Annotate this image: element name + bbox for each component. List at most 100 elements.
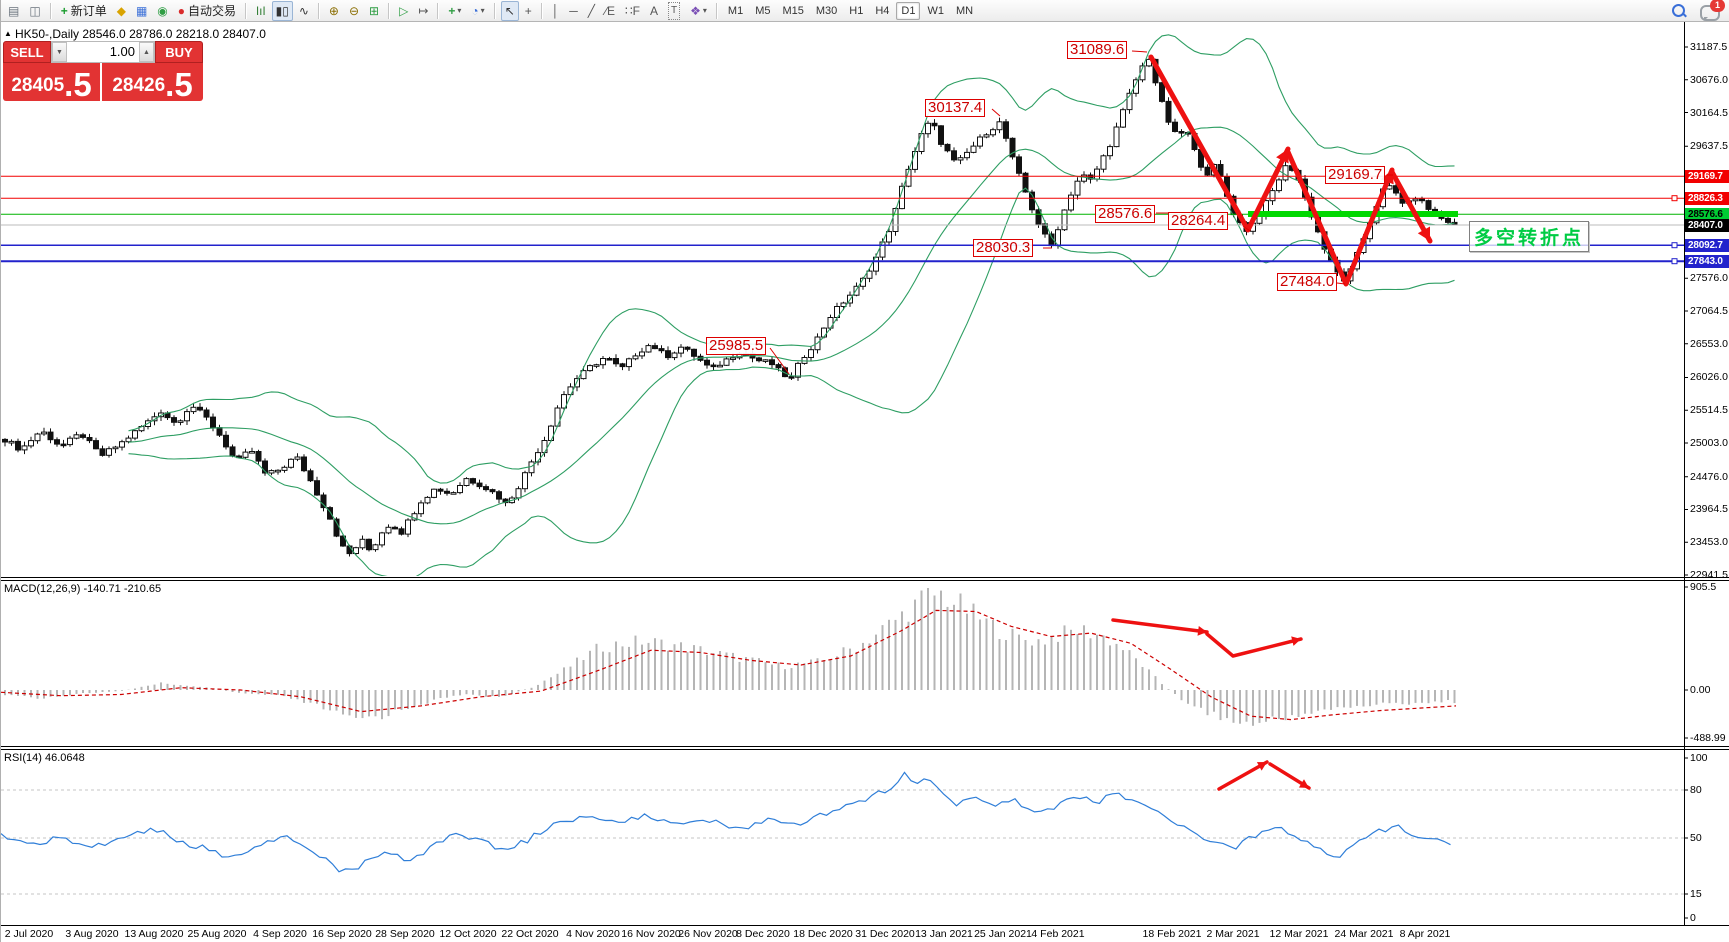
trendline-glyph: ╱ [587,3,596,18]
zoom-in-button[interactable]: ⊕ [325,1,343,21]
bar-chart-button[interactable]: ǀıǀ [252,1,270,21]
navigator-icon[interactable]: ◉ [153,1,171,21]
data-window-icon-glyph: ▦ [135,3,148,18]
trendline-button[interactable]: ╱ [584,1,599,21]
autotrading-button[interactable]: ● 自动交易 [174,1,240,21]
arrows-button[interactable]: ❖ ▾ [686,1,711,21]
vline-button[interactable]: │ [548,1,564,21]
volume-value[interactable]: 1.00 [109,44,135,59]
textbox-button[interactable]: T [664,1,684,21]
text-button[interactable]: A [646,1,662,21]
macd-annotation-arrow-2[interactable] [1205,632,1303,658]
bull-bear-turning-point-note[interactable]: 多空转折点 [1469,221,1590,252]
buy-button[interactable]: BUY [155,41,203,63]
macd-annotation-arrow-1[interactable] [1111,618,1209,636]
rsi-annotation-arrow-1[interactable] [1217,760,1269,791]
price-callout-31089.6[interactable]: 31089.6 [1067,41,1128,59]
sell-price[interactable]: 28405.5 [3,63,100,101]
periods-button[interactable]: ◔ ▾ [467,1,488,21]
date-axis-label: 26 Nov 2020 [678,928,738,940]
macd-indicator-label: MACD(12,26,9) -140.71 -210.65 [4,583,162,595]
profile-icon-glyph: ◫ [29,3,41,18]
y-axis-tick-27064.5: 27064.5 [1690,305,1728,317]
price-callout-29169.7[interactable]: 29169.7 [1325,166,1386,184]
volume-up-button[interactable]: ▲ [139,42,154,62]
market-watch-icon[interactable]: ◆ [113,1,130,21]
timeframe-button-h1[interactable]: H1 [849,4,864,17]
data-window-icon[interactable]: ▦ [132,1,151,21]
date-axis-label: 13 Aug 2020 [124,928,184,940]
zoom-out-button[interactable]: ⊖ [345,1,363,21]
date-axis-label: 22 Oct 2020 [501,928,559,940]
rsi-line [1,771,1451,873]
chat-icon[interactable]: 1 [1700,0,1725,21]
y-axis-tick-30676: 30676.0 [1690,73,1728,86]
toolbar-separator [388,2,391,19]
rsi-tick-100: 100 [1690,752,1708,764]
chart-file-icon[interactable]: ▤ [4,1,23,21]
timeframe-button-m15[interactable]: M15 [782,4,804,17]
auto-scroll-button[interactable]: ▷ [395,1,412,21]
indicators-glyph: + [448,3,456,18]
price-callout-25985.5[interactable]: 25985.5 [706,337,767,355]
price-callout-28030.3[interactable]: 28030.3 [973,239,1034,257]
hline-button[interactable]: ─ [565,1,582,21]
fibo-button[interactable]: ∕E [601,1,619,21]
timeframe-button-m1[interactable]: M1 [727,4,744,17]
search-icon[interactable] [1672,3,1687,18]
chat-tail [1704,16,1708,21]
price-callout-27484.0[interactable]: 27484.0 [1277,273,1338,291]
timeframe-button-m30[interactable]: M30 [815,4,838,17]
volume-down-button[interactable]: ▼ [52,42,67,62]
trend-zigzag-arrow-3[interactable] [1389,169,1433,244]
tile-windows-button[interactable]: ⊞ [365,1,383,21]
timeframe-button-mn[interactable]: MN [955,4,974,17]
y-axis-tick-27576: 27576.0 [1690,272,1728,285]
date-axis-label: 24 Mar 2021 [1334,928,1394,940]
price-callout-30137.4[interactable]: 30137.4 [925,99,986,117]
new-order-button[interactable]: + 新订单 [57,1,111,21]
grid-button[interactable]: ∷F [621,1,644,21]
profile-icon[interactable]: ◫ [25,1,44,21]
market-watch-icon-glyph: ◆ [116,3,126,18]
date-axis-label: 12 Mar 2021 [1269,928,1329,940]
buy-price[interactable]: 28426.5 [102,63,203,101]
price-chip-29169.7: 29169.7 [1685,169,1729,183]
chart-shift-button[interactable]: ↦ [414,1,432,21]
timeframe-button-w1[interactable]: W1 [927,4,944,17]
indicators-button[interactable]: + ▾ [444,1,465,21]
search-lens [1672,3,1685,17]
candle-chart-button[interactable]: ▮▯ [271,0,293,21]
buy-price-int: 28426 [112,75,166,96]
timeframe-button-h4[interactable]: H4 [875,4,890,17]
chevron-down-icon[interactable]: ▾ [457,6,462,15]
timeframe-button-m5[interactable]: M5 [755,4,771,17]
y-axis-tick-25003: 25003.0 [1690,437,1728,449]
crosshair-button[interactable]: + [521,1,536,21]
line-chart-button[interactable]: ∿ [295,1,313,21]
price-callout-28264.4[interactable]: 28264.4 [1168,212,1229,230]
chart-collapse-marker[interactable]: ▲ [4,29,12,38]
turning-point-green-bar[interactable] [1248,211,1458,217]
cursor-button[interactable]: ↖ [500,0,519,21]
price-callout-28576.6[interactable]: 28576.6 [1095,205,1156,223]
y-axis-tick-22941.5: 22941.5 [1690,569,1728,581]
sell-price-frac: .5 [64,66,92,103]
date-axis-label: 2 Mar 2021 [1206,928,1260,940]
sell-button[interactable]: SELL [3,41,51,63]
date-axis-label: 8 Dec 2020 [736,928,790,940]
timeframe-button-d1[interactable]: D1 [896,1,921,20]
volume-stepper: ▼ 1.00 ▲ [51,41,155,63]
auto-scroll-glyph: ▷ [399,3,409,18]
chevron-down-icon[interactable]: ▾ [702,6,707,15]
date-axis-label: 8 Apr 2021 [1399,928,1451,940]
date-axis-label: 18 Dec 2020 [793,928,853,940]
sell-price-int: 28405 [11,75,65,96]
chart-shift-glyph: ↦ [418,3,429,18]
rsi-annotation-arrow-2[interactable] [1268,762,1311,790]
date-axis-label: 13 Jan 2021 [915,928,973,940]
date-axis-label: 16 Sep 2020 [312,928,372,940]
chevron-down-icon[interactable]: ▾ [480,6,485,15]
